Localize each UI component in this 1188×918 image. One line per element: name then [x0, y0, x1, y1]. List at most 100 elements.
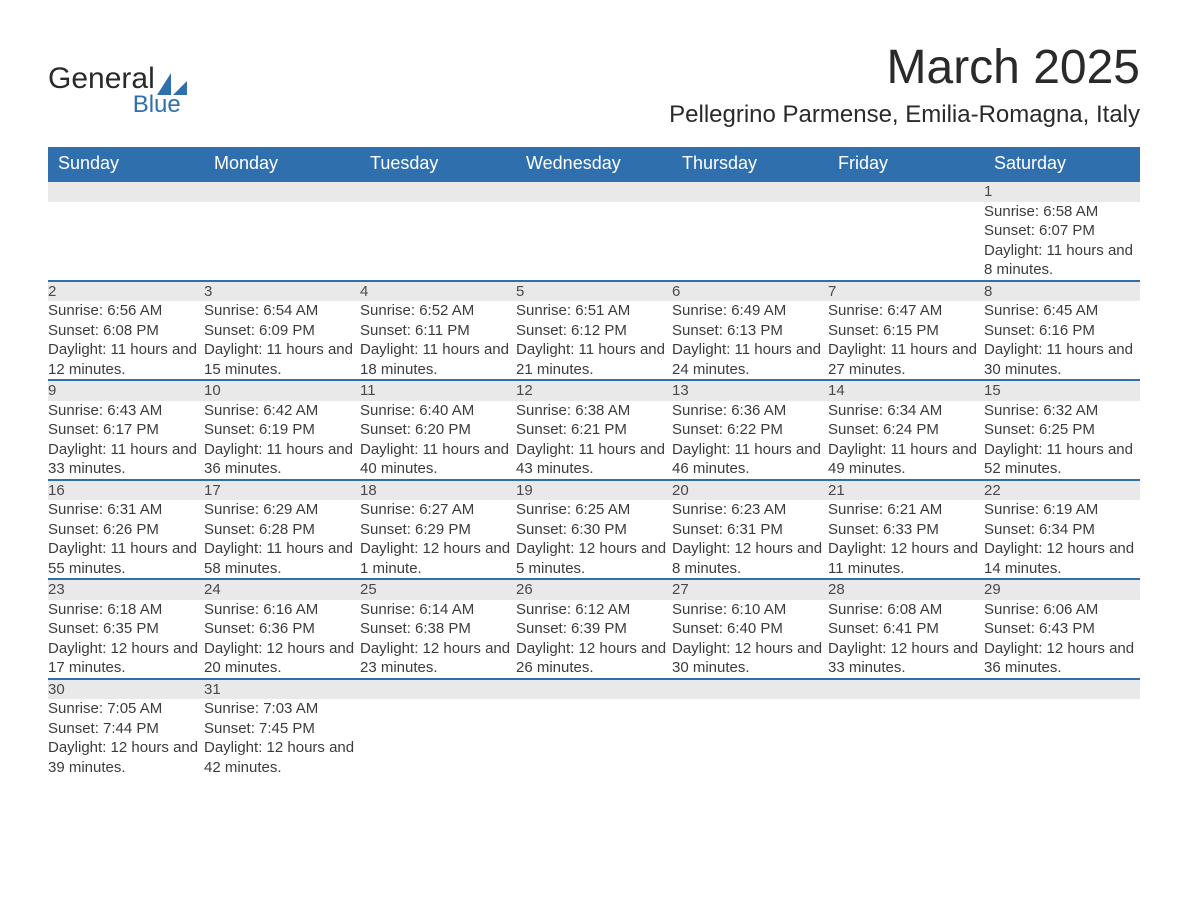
sunset-text: Sunset: 6:20 PM — [360, 420, 516, 440]
sunrise-text: Sunrise: 6:23 AM — [672, 500, 828, 520]
day-cell: Sunrise: 6:12 AMSunset: 6:39 PMDaylight:… — [516, 600, 672, 679]
daylight-text: Daylight: 12 hours and 30 minutes. — [672, 639, 828, 678]
sunrise-text: Sunrise: 6:36 AM — [672, 401, 828, 421]
day-cell: Sunrise: 6:14 AMSunset: 6:38 PMDaylight:… — [360, 600, 516, 679]
logo: General Blue — [48, 64, 187, 119]
sunrise-text: Sunrise: 6:34 AM — [828, 401, 984, 421]
day-number: 10 — [204, 380, 360, 401]
sunset-text: Sunset: 6:22 PM — [672, 420, 828, 440]
sunset-text: Sunset: 6:39 PM — [516, 619, 672, 639]
day-number: 23 — [48, 579, 204, 600]
day-cell: Sunrise: 6:25 AMSunset: 6:30 PMDaylight:… — [516, 500, 672, 579]
day-number: 4 — [360, 281, 516, 302]
day-number — [672, 679, 828, 700]
day-number: 24 — [204, 579, 360, 600]
daylight-text: Daylight: 11 hours and 21 minutes. — [516, 340, 672, 379]
day-header: Monday — [204, 147, 360, 181]
day-cell: Sunrise: 6:42 AMSunset: 6:19 PMDaylight:… — [204, 401, 360, 480]
sunrise-text: Sunrise: 6:14 AM — [360, 600, 516, 620]
day-number: 3 — [204, 281, 360, 302]
sunset-text: Sunset: 6:34 PM — [984, 520, 1140, 540]
week-daynum-row: 1 — [48, 181, 1140, 202]
week-daynum-row: 16171819202122 — [48, 480, 1140, 501]
sunrise-text: Sunrise: 6:51 AM — [516, 301, 672, 321]
day-number: 30 — [48, 679, 204, 700]
daylight-text: Daylight: 12 hours and 17 minutes. — [48, 639, 204, 678]
day-number — [828, 679, 984, 700]
daylight-text: Daylight: 12 hours and 1 minute. — [360, 539, 516, 578]
sunrise-text: Sunrise: 6:45 AM — [984, 301, 1140, 321]
sunset-text: Sunset: 6:09 PM — [204, 321, 360, 341]
sunrise-text: Sunrise: 6:29 AM — [204, 500, 360, 520]
day-number — [828, 181, 984, 202]
sunrise-text: Sunrise: 6:40 AM — [360, 401, 516, 421]
sunset-text: Sunset: 6:24 PM — [828, 420, 984, 440]
day-number — [360, 181, 516, 202]
week-content-row: Sunrise: 7:05 AMSunset: 7:44 PMDaylight:… — [48, 699, 1140, 777]
day-cell: Sunrise: 6:56 AMSunset: 6:08 PMDaylight:… — [48, 301, 204, 380]
day-cell: Sunrise: 6:27 AMSunset: 6:29 PMDaylight:… — [360, 500, 516, 579]
day-cell — [828, 202, 984, 281]
sunset-text: Sunset: 6:15 PM — [828, 321, 984, 341]
day-number: 17 — [204, 480, 360, 501]
day-number: 9 — [48, 380, 204, 401]
sunrise-text: Sunrise: 6:16 AM — [204, 600, 360, 620]
day-number — [516, 679, 672, 700]
sunset-text: Sunset: 6:35 PM — [48, 619, 204, 639]
day-number: 26 — [516, 579, 672, 600]
day-number: 6 — [672, 281, 828, 302]
day-cell: Sunrise: 7:05 AMSunset: 7:44 PMDaylight:… — [48, 699, 204, 777]
day-header-row: SundayMondayTuesdayWednesdayThursdayFrid… — [48, 147, 1140, 181]
location: Pellegrino Parmense, Emilia-Romagna, Ita… — [669, 101, 1140, 129]
day-cell: Sunrise: 6:43 AMSunset: 6:17 PMDaylight:… — [48, 401, 204, 480]
day-header: Tuesday — [360, 147, 516, 181]
day-cell — [672, 202, 828, 281]
logo-word2: Blue — [48, 91, 187, 119]
sunset-text: Sunset: 6:30 PM — [516, 520, 672, 540]
day-number: 13 — [672, 380, 828, 401]
day-cell — [360, 699, 516, 777]
day-cell — [48, 202, 204, 281]
day-number: 25 — [360, 579, 516, 600]
day-cell — [360, 202, 516, 281]
day-cell: Sunrise: 6:21 AMSunset: 6:33 PMDaylight:… — [828, 500, 984, 579]
day-header: Thursday — [672, 147, 828, 181]
sunset-text: Sunset: 6:36 PM — [204, 619, 360, 639]
day-cell: Sunrise: 6:19 AMSunset: 6:34 PMDaylight:… — [984, 500, 1140, 579]
week-content-row: Sunrise: 6:56 AMSunset: 6:08 PMDaylight:… — [48, 301, 1140, 380]
day-cell — [516, 699, 672, 777]
day-cell — [516, 202, 672, 281]
daylight-text: Daylight: 12 hours and 14 minutes. — [984, 539, 1140, 578]
day-cell: Sunrise: 6:16 AMSunset: 6:36 PMDaylight:… — [204, 600, 360, 679]
day-number: 2 — [48, 281, 204, 302]
sunrise-text: Sunrise: 6:19 AM — [984, 500, 1140, 520]
daylight-text: Daylight: 12 hours and 23 minutes. — [360, 639, 516, 678]
daylight-text: Daylight: 11 hours and 30 minutes. — [984, 340, 1140, 379]
day-number — [672, 181, 828, 202]
daylight-text: Daylight: 12 hours and 5 minutes. — [516, 539, 672, 578]
sunset-text: Sunset: 6:38 PM — [360, 619, 516, 639]
day-cell: Sunrise: 6:32 AMSunset: 6:25 PMDaylight:… — [984, 401, 1140, 480]
sunset-text: Sunset: 6:13 PM — [672, 321, 828, 341]
daylight-text: Daylight: 11 hours and 33 minutes. — [48, 440, 204, 479]
day-cell: Sunrise: 6:40 AMSunset: 6:20 PMDaylight:… — [360, 401, 516, 480]
day-number: 31 — [204, 679, 360, 700]
sunset-text: Sunset: 6:12 PM — [516, 321, 672, 341]
sunrise-text: Sunrise: 6:31 AM — [48, 500, 204, 520]
day-number: 7 — [828, 281, 984, 302]
daylight-text: Daylight: 11 hours and 15 minutes. — [204, 340, 360, 379]
day-number: 5 — [516, 281, 672, 302]
day-number — [48, 181, 204, 202]
day-number: 15 — [984, 380, 1140, 401]
day-cell: Sunrise: 6:49 AMSunset: 6:13 PMDaylight:… — [672, 301, 828, 380]
day-cell: Sunrise: 6:31 AMSunset: 6:26 PMDaylight:… — [48, 500, 204, 579]
daylight-text: Daylight: 12 hours and 39 minutes. — [48, 738, 204, 777]
sunrise-text: Sunrise: 6:06 AM — [984, 600, 1140, 620]
day-number: 29 — [984, 579, 1140, 600]
day-number: 18 — [360, 480, 516, 501]
sunset-text: Sunset: 6:21 PM — [516, 420, 672, 440]
day-number — [360, 679, 516, 700]
week-daynum-row: 3031 — [48, 679, 1140, 700]
sunrise-text: Sunrise: 7:05 AM — [48, 699, 204, 719]
day-cell: Sunrise: 6:10 AMSunset: 6:40 PMDaylight:… — [672, 600, 828, 679]
